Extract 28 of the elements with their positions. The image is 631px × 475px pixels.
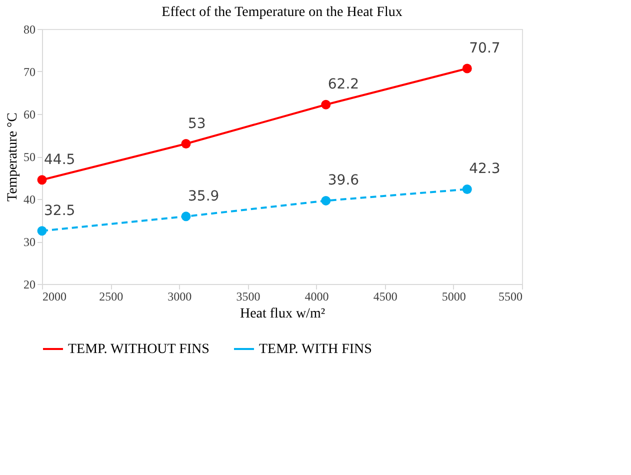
y-tick-label: 40 — [24, 192, 36, 206]
data-label: 39.6 — [328, 172, 360, 189]
data-label: 32.5 — [44, 202, 76, 219]
y-axis-title: Temperature °C — [6, 112, 20, 202]
y-tick-label: 60 — [24, 108, 36, 122]
y-tick-label: 30 — [24, 235, 36, 249]
data-label: 42.3 — [469, 161, 500, 178]
x-tick-label: 2500 — [99, 290, 124, 304]
chart-title: Effect of the Temperature on the Heat Flux — [162, 5, 402, 20]
y-tick-label: 20 — [24, 278, 36, 292]
data-label: 70.7 — [469, 40, 500, 57]
x-axis-title: Heat flux w/m² — [240, 306, 326, 322]
data-label: 62.2 — [328, 76, 360, 93]
legend-label: TEMP. WITHOUT FINS — [68, 342, 210, 357]
x-tick-label: 3500 — [236, 290, 260, 304]
data-label: 35.9 — [188, 188, 220, 204]
x-tick-label: 5500 — [498, 290, 522, 304]
y-tick-label: 50 — [24, 150, 36, 164]
x-tick-label: 5000 — [442, 290, 466, 304]
y-tick-label: 70 — [24, 65, 36, 79]
x-tick-label: 4500 — [373, 290, 398, 304]
legend-label: TEMP. WITH FINS — [259, 342, 372, 357]
x-tick-label: 4000 — [304, 290, 329, 304]
x-tick-label: 2000 — [42, 290, 66, 304]
y-tick-label: 80 — [24, 22, 36, 36]
data-label: 53 — [188, 116, 206, 132]
x-tick-label: 3000 — [168, 290, 192, 304]
data-label: 44.5 — [44, 152, 76, 168]
